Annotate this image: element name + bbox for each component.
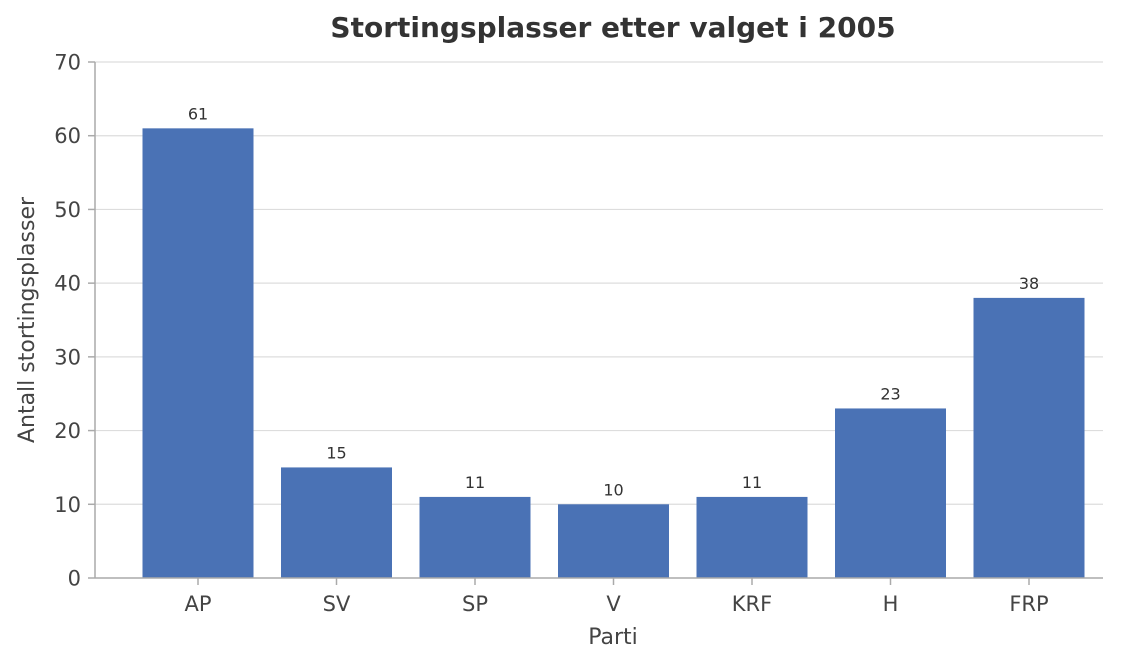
bar-h bbox=[835, 408, 946, 578]
x-tick-label: SV bbox=[323, 592, 351, 616]
gridlines bbox=[95, 61, 1103, 505]
bar-krf bbox=[696, 496, 808, 578]
data-label: 11 bbox=[465, 473, 485, 492]
y-tick-label: 40 bbox=[54, 272, 81, 296]
axes bbox=[94, 62, 1103, 579]
y-tick-label: 30 bbox=[54, 345, 81, 369]
data-label: 11 bbox=[742, 473, 762, 492]
bar-v bbox=[558, 504, 669, 578]
bar-sv bbox=[281, 467, 392, 578]
x-tick-labels: AP SV SP V KRF H FRP bbox=[184, 578, 1049, 616]
data-label: 15 bbox=[326, 443, 346, 462]
x-tick-label: SP bbox=[462, 592, 488, 616]
bars bbox=[142, 128, 1085, 579]
x-tick-label: AP bbox=[184, 592, 211, 616]
x-tick-label: KRF bbox=[732, 592, 772, 616]
y-tick-labels: 0 10 20 30 40 50 60 70 bbox=[54, 51, 95, 591]
data-label: 61 bbox=[188, 104, 208, 123]
bar-frp bbox=[973, 297, 1085, 578]
y-tick-label: 20 bbox=[54, 419, 81, 443]
y-axis-label: Antall stortingsplasser bbox=[15, 196, 40, 443]
x-axis-label: Parti bbox=[588, 625, 638, 650]
x-tick-label: FRP bbox=[1009, 592, 1048, 616]
x-tick-label: H bbox=[883, 592, 899, 616]
data-labels: 61 15 11 10 11 23 38 bbox=[188, 104, 1039, 499]
y-tick-label: 0 bbox=[68, 567, 81, 591]
y-tick-label: 10 bbox=[54, 493, 81, 517]
data-label: 38 bbox=[1019, 274, 1039, 293]
x-tick-label: V bbox=[606, 592, 621, 616]
bar-sp bbox=[419, 496, 531, 578]
data-label: 23 bbox=[880, 384, 900, 403]
y-tick-label: 70 bbox=[54, 51, 81, 75]
bar-ap bbox=[142, 128, 254, 579]
data-label: 10 bbox=[603, 480, 623, 499]
chart-title: Stortingsplasser etter valget i 2005 bbox=[330, 11, 895, 44]
y-tick-label: 60 bbox=[54, 124, 81, 148]
y-tick-label: 50 bbox=[54, 198, 81, 222]
